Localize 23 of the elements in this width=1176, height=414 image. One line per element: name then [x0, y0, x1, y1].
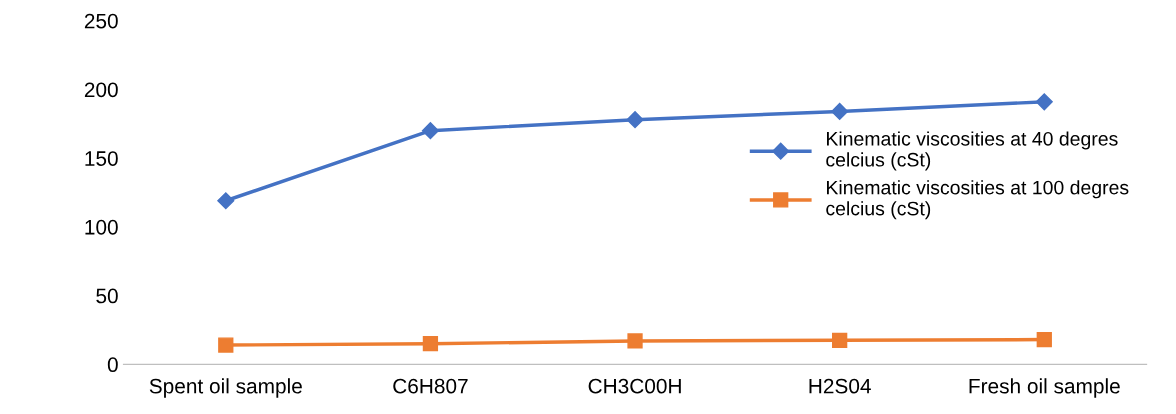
y-tick-label: 50	[96, 288, 118, 304]
point	[218, 337, 234, 353]
y-tick-label: 0	[107, 357, 118, 373]
point	[1035, 93, 1053, 111]
legend-label: Kinematic viscosities at 100 degres celcius (cSt)	[826, 180, 1129, 220]
x-tick-label: H2S04	[809, 378, 871, 394]
x-tick-label: CH3C00H	[588, 378, 681, 394]
point	[422, 336, 439, 352]
point	[1036, 331, 1052, 348]
legend-label: Kinematic viscosities at 40 degres celcius (cSt)	[826, 131, 1118, 171]
point	[831, 102, 849, 120]
point	[832, 332, 848, 348]
point	[627, 333, 643, 349]
y-tick-label: 150	[85, 151, 118, 166]
x-tick-label: C6H807	[393, 378, 468, 394]
point	[217, 192, 235, 210]
point	[626, 111, 644, 129]
y-tick-label: 200	[84, 82, 118, 98]
x-tick-label: Spent oil sample	[149, 378, 302, 398]
x-tick-label: Fresh oil sample	[969, 378, 1120, 398]
point	[421, 122, 439, 140]
y-tick-label: 100	[85, 219, 118, 235]
y-tick-label: 250	[84, 13, 118, 29]
